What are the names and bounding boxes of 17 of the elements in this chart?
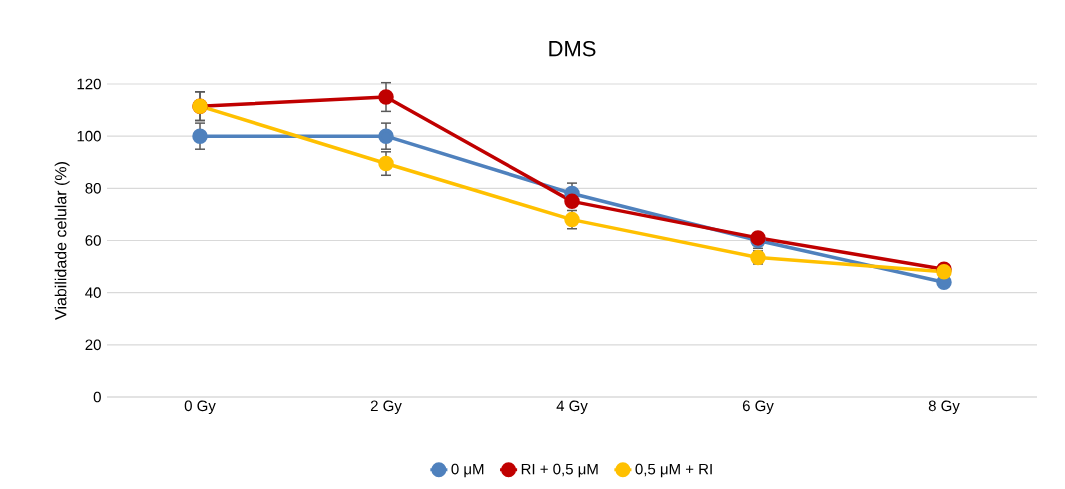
legend-label: 0,5 μM + RI xyxy=(635,463,712,478)
legend-label: RI + 0,5 μM xyxy=(521,463,598,478)
x-tick-label: 4 Gy xyxy=(556,400,588,415)
legend-label: 0 μM xyxy=(451,463,484,478)
y-tick-label: 120 xyxy=(77,78,101,90)
chart-title: DMS xyxy=(549,40,596,57)
x-tick-label: 6 Gy xyxy=(742,400,774,415)
x-tick-label: 8 Gy xyxy=(928,400,960,415)
y-axis-title: Viabilidade celular (%) xyxy=(54,162,70,320)
y-tick-label: 80 xyxy=(85,183,101,194)
x-tick-label: 2 Gy xyxy=(370,400,402,415)
y-tick-label: 60 xyxy=(85,235,101,246)
y-tick-label: 20 xyxy=(85,339,101,351)
x-tick-label: 0 Gy xyxy=(184,400,216,415)
y-tick-label: 40 xyxy=(85,287,101,298)
y-tick-label: 100 xyxy=(77,130,101,142)
y-tick-label: 0 xyxy=(93,391,101,403)
